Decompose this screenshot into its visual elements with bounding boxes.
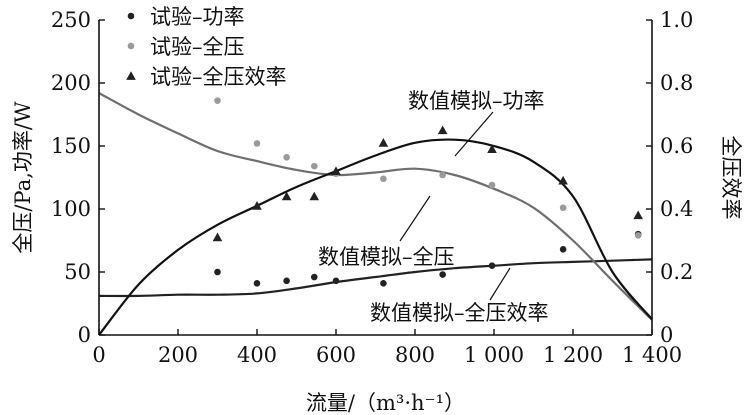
experiment-efficiency-point [487,144,497,153]
annotation-leader [489,267,511,301]
experiment-power-point [214,268,221,276]
legend-marker [127,12,135,20]
experiment-efficiency-point [309,191,320,201]
y-left-tick-label: 250 [51,8,91,32]
x-axis-title: 流量/（m³·h⁻¹） [306,391,465,415]
annotation-label: 数值模拟–全压 [318,245,455,269]
annotation-label: 数值模拟–功率 [408,89,545,113]
legend-marker [127,42,135,50]
experiment-pressure-point [214,97,221,104]
experiment-pressure-point [488,181,496,189]
y-left-tick-label: 50 [64,260,91,284]
simulation-pressure-line [98,92,653,321]
x-tick-label: 400 [237,343,277,367]
annotation-leader [399,195,431,242]
y-right-tick-label: 0.6 [660,134,693,158]
x-tick-label: 800 [395,343,435,367]
y-right-tick-label: 0.2 [660,260,693,284]
legend-label: 试验–功率 [150,5,245,29]
experiment-efficiency-point [252,201,262,210]
y-left-tick-label: 100 [51,197,91,221]
axis-titles: 流量/（m³·h⁻¹） 全压/Pa,功率/W 全压效率 [11,101,743,415]
experiment-power-point [559,246,567,253]
annotation-label: 数值模拟–全压效率 [370,301,549,325]
y-left-axis-title: 全压/Pa,功率/W [11,101,35,254]
experiment-power-point [380,280,387,287]
y-left-tick-label: 0 [78,323,91,347]
experiment-power-point [253,280,261,287]
experiment-power-point [488,262,496,270]
experiment-power-point [439,271,446,278]
experiment-power-point [332,277,340,285]
experiment-pressure-point [439,171,446,179]
y-right-tick-label: 1.0 [660,8,693,32]
y-left-tick-label: 150 [51,134,91,158]
experiment-efficiency-point [331,166,341,176]
axes: 0 200 400 600 800 1 000 1 200 1 400050100150200… [51,8,694,367]
experiment-pressure-point [634,232,642,239]
experiment-points [212,97,643,287]
legend-marker [126,71,136,80]
y-right-tick-label: 0 [660,323,673,347]
legend-label: 试验–全压效率 [150,65,287,89]
experiment-efficiency-point [633,210,643,220]
x-tick-label: 200 [158,343,198,367]
simulation-power-line [98,258,653,298]
experiment-power-point [283,277,290,285]
x-tick-label: 1 200 [543,343,603,367]
experiment-pressure-point [283,154,290,161]
experiment-pressure-point [310,162,318,170]
y-right-axis-title: 全压效率 [719,136,743,220]
experiment-power-point [310,273,318,281]
x-tick-label: 1 000 [464,343,524,367]
simulation-lines [98,92,653,336]
x-tick-label: 600 [316,343,356,367]
annotation-leader [454,111,494,157]
simulation-efficiency-line [98,138,653,336]
experiment-efficiency-point [437,125,448,135]
experiment-efficiency-point [558,175,568,185]
y-left-tick-label: 200 [51,71,91,95]
experiment-pressure-point [253,140,261,147]
legend-label: 试验–全压 [150,35,245,59]
experiment-pressure-point [559,204,567,212]
experiment-pressure-point [380,175,387,183]
y-right-tick-label: 0.4 [660,197,693,221]
x-tick-label: 0 [92,343,105,367]
y-right-tick-label: 0.8 [660,71,693,95]
experiment-efficiency-point [212,232,223,242]
x-tick-label: 1 400 [622,343,682,367]
experiment-efficiency-point [378,138,389,147]
experiment-efficiency-point [281,191,292,201]
